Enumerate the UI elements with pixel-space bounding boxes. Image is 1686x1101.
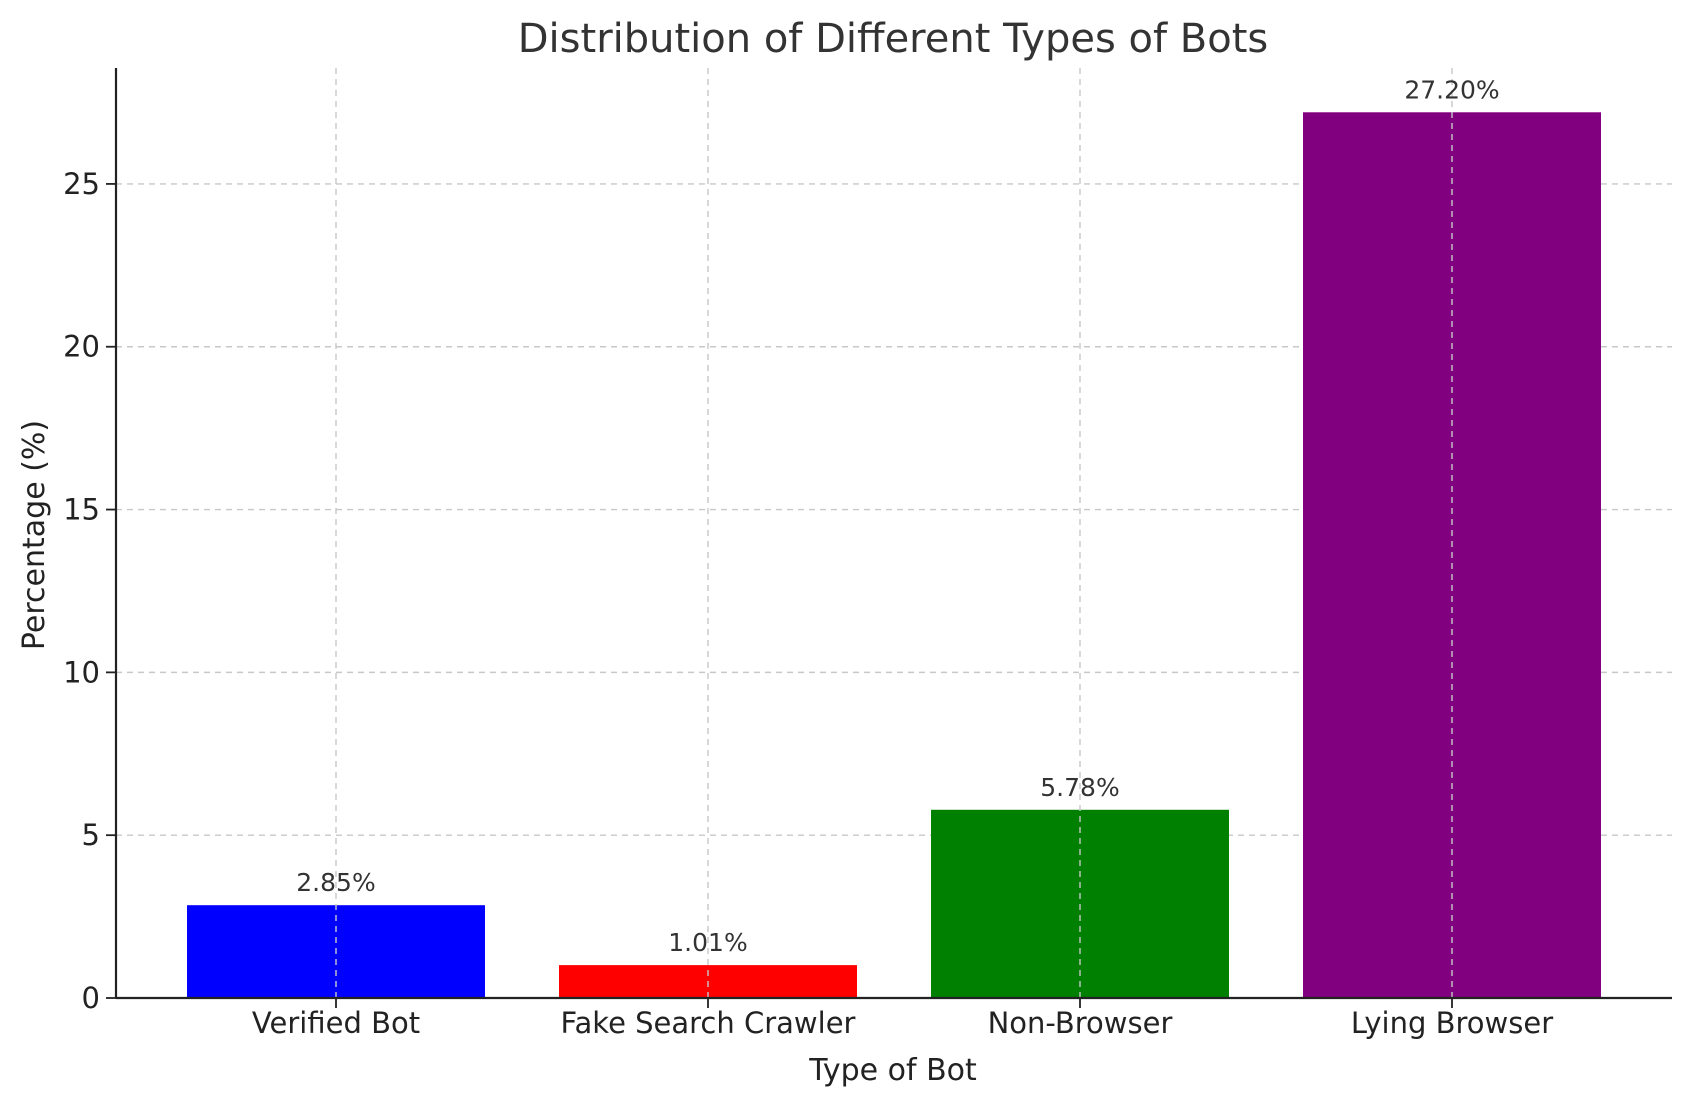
y-tick-label: 0	[82, 981, 100, 1015]
axis-layer	[106, 68, 1672, 1008]
y-tick-label: 15	[63, 493, 100, 527]
chart-title: Distribution of Different Types of Bots	[518, 16, 1269, 62]
y-tick-label: 10	[63, 655, 100, 689]
y-tick-label: 20	[63, 330, 100, 364]
x-tick-label: Lying Browser	[1351, 1006, 1553, 1040]
x-tick-label: Non-Browser	[988, 1006, 1173, 1040]
bar-layer	[187, 112, 1601, 999]
data-label: 2.85%	[296, 868, 375, 897]
y-tick-label: 25	[63, 167, 100, 201]
data-label: 5.78%	[1040, 773, 1119, 802]
x-tick-label: Verified Bot	[252, 1006, 420, 1040]
data-label: 27.20%	[1404, 75, 1499, 104]
label-layer: Distribution of Different Types of Bots …	[17, 16, 1553, 1088]
data-label: 1.01%	[668, 928, 747, 957]
x-tick-label: Fake Search Crawler	[561, 1006, 856, 1040]
x-axis-label: Type of Bot	[808, 1053, 977, 1088]
y-tick-label: 5	[82, 818, 100, 852]
y-axis-label: Percentage (%)	[17, 420, 52, 650]
